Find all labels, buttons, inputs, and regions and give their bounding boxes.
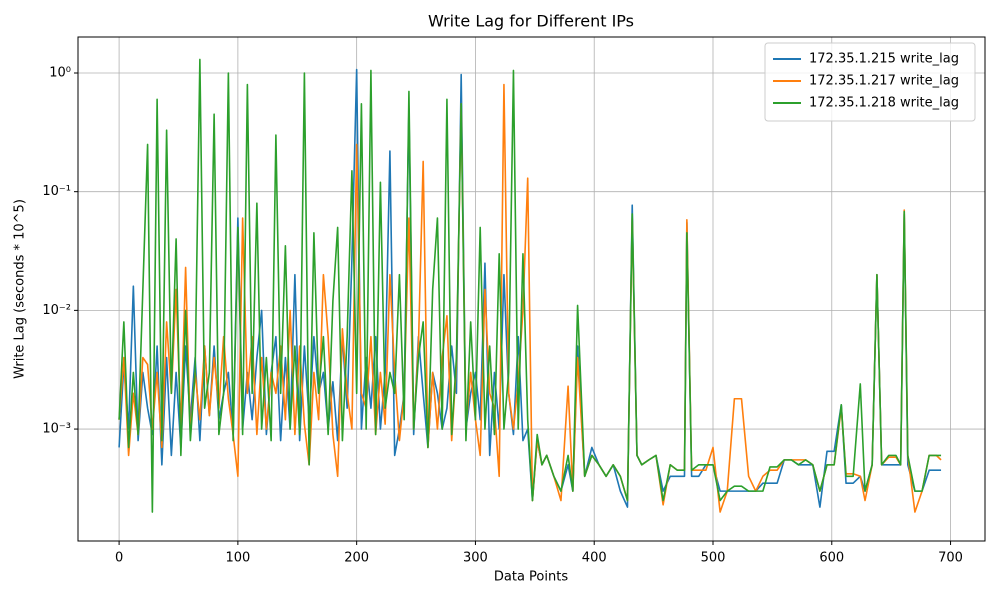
legend-label: 172.35.1.218 write_lag xyxy=(809,96,959,111)
y-tick-label: 10⁻² xyxy=(42,303,71,318)
x-tick-label: 0 xyxy=(115,551,123,566)
series-line xyxy=(118,58,942,513)
legend: 172.35.1.215 write_lag 172.35.1.217 write… xyxy=(764,42,976,122)
y-tick-label: 10⁻³ xyxy=(42,422,71,437)
x-tick-label: 300 xyxy=(463,551,488,566)
legend-box xyxy=(764,42,976,122)
chart-title: Write Lag for Different IPs xyxy=(428,12,634,31)
y-axis-label: Write Lag (seconds * 10^5) xyxy=(13,199,28,379)
x-tick-label: 200 xyxy=(344,551,369,566)
legend-label: 172.35.1.217 write_lag xyxy=(809,74,959,89)
plot-lines xyxy=(118,58,942,513)
x-axis-label: Data Points xyxy=(494,570,568,585)
ticks: 0 100 200 300 400 500 600 700 10⁻³ 10⁻² 10⁻¹ 10⁰ xyxy=(42,65,963,565)
x-tick-label: 500 xyxy=(701,551,726,566)
y-tick-label: 10⁰ xyxy=(49,65,71,80)
x-tick-label: 700 xyxy=(938,551,963,566)
x-tick-label: 600 xyxy=(819,551,844,566)
legend-label: 172.35.1.215 write_lag xyxy=(809,52,959,67)
x-tick-label: 400 xyxy=(582,551,607,566)
y-tick-label: 10⁻¹ xyxy=(42,184,71,199)
x-tick-label: 100 xyxy=(225,551,250,566)
plot-frame xyxy=(77,36,986,542)
